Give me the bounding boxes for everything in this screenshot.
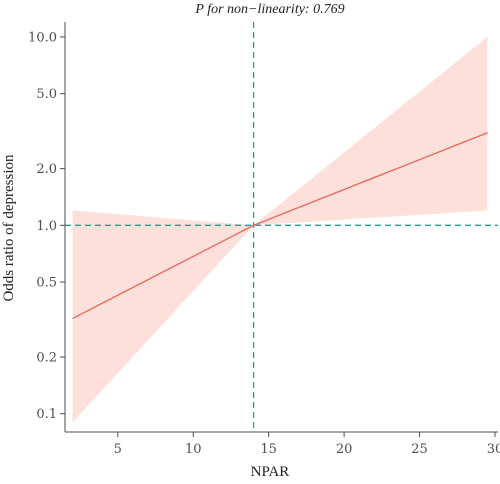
y-axis-title: Odds ratio of depression	[1, 154, 17, 302]
y-tick-label: 0.5	[36, 276, 57, 291]
y-tick-label: 10.0	[28, 30, 57, 45]
x-tick-label: 20	[336, 442, 353, 457]
x-tick-label: 25	[411, 442, 428, 457]
y-tick-label: 0.1	[36, 407, 57, 422]
y-tick-label: 5.0	[36, 87, 57, 102]
plot-area	[65, 22, 498, 432]
y-tick-label: 0.2	[36, 351, 57, 366]
x-axis-title: NPAR	[251, 464, 290, 480]
y-tick-label: 1.0	[36, 219, 57, 234]
axes: 0.1 0.2 0.5 1.0 2.0 5.0 10.0 5 10 15 20 25 30	[28, 22, 500, 457]
x-tick-label: 30	[487, 442, 500, 457]
odds-ratio-line	[72, 132, 488, 320]
y-tick-label: 2.0	[36, 162, 57, 177]
x-tick-label: 5	[114, 442, 122, 457]
x-tick-label: 10	[185, 442, 202, 457]
confidence-band	[72, 36, 488, 423]
x-tick-label: 15	[260, 442, 277, 457]
chart-subtitle: P for non−linearity: 0.769	[194, 2, 344, 17]
